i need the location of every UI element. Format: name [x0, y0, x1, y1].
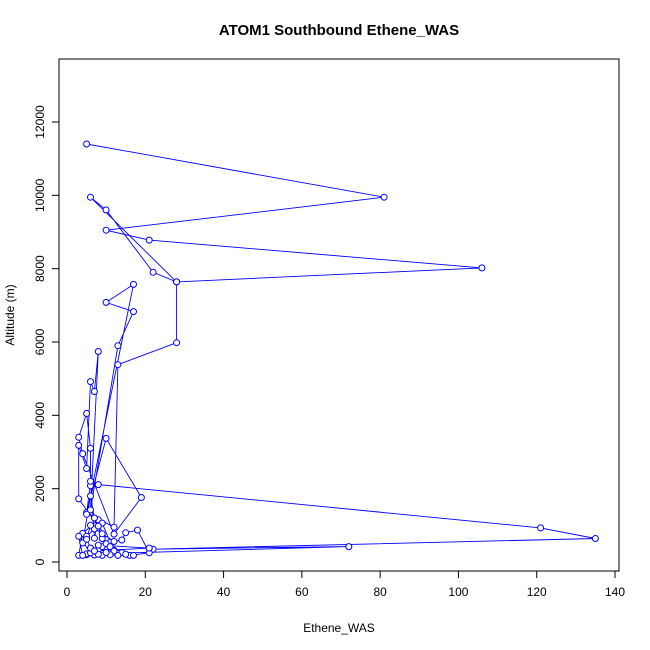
data-point-67: [122, 550, 130, 558]
y-tick-label-4: 8000: [33, 255, 47, 282]
data-point-17: [79, 450, 87, 458]
data-point-33: [94, 348, 102, 355]
data-point-26: [345, 543, 353, 551]
data-point-1: [380, 193, 388, 201]
data-point-79: [106, 543, 114, 551]
data-point-35: [114, 342, 122, 350]
data-point-11: [114, 361, 122, 369]
data-point-12: [110, 523, 118, 531]
data-point-54: [122, 529, 130, 537]
data-point-87: [94, 541, 102, 549]
data-point-15: [137, 494, 145, 501]
chart-title: ATOM1 Southbound Ethene_WAS: [219, 22, 459, 39]
data-point-86: [145, 544, 153, 552]
x-tick-label-6: 120: [527, 585, 547, 599]
data-point-74: [79, 551, 87, 559]
data-point-20: [87, 444, 94, 452]
data-point-2: [102, 226, 110, 234]
data-point-78: [102, 549, 110, 556]
y-tick-label-1: 2000: [33, 475, 47, 502]
data-point-75: [75, 532, 83, 540]
data-point-23: [537, 524, 545, 532]
data-point-28: [75, 495, 83, 503]
x-tick-label-2: 40: [217, 585, 231, 599]
data-point-81: [98, 530, 106, 538]
data-point-3: [145, 236, 153, 244]
data-point-31: [87, 378, 94, 386]
data-point-7: [102, 206, 110, 214]
data-point-37: [102, 298, 110, 306]
x-tick-label-5: 100: [448, 585, 468, 599]
data-point-19: [83, 410, 91, 417]
y-tick-label-6: 12000: [33, 105, 47, 139]
data-point-18: [75, 433, 83, 441]
data-point-0: [83, 140, 91, 148]
data-point-83: [83, 535, 91, 543]
x-tick-label-1: 20: [139, 585, 153, 599]
series-layer: [75, 140, 599, 559]
data-point-30: [83, 465, 91, 472]
data-point-40: [87, 477, 94, 485]
data-point-6: [87, 193, 94, 201]
data-point-55: [118, 536, 126, 544]
series-line-0: [78, 143, 596, 557]
data-point-8: [149, 268, 157, 276]
plot-frame: [58, 58, 620, 572]
x-tick-label-7: 140: [605, 585, 625, 599]
data-point-22: [94, 481, 102, 489]
x-tick-label-3: 60: [295, 585, 309, 599]
data-point-24: [591, 535, 599, 542]
y-tick-label-2: 4000: [33, 402, 47, 429]
data-point-36: [130, 308, 137, 316]
y-axis: 0 2000 4000 6000 8000 10000 12000: [33, 105, 59, 565]
data-point-38: [130, 280, 137, 288]
x-axis-label: Ethene_WAS: [303, 621, 375, 635]
data-point-63: [94, 522, 102, 530]
data-point-61: [87, 492, 94, 500]
data-point-29: [75, 441, 83, 449]
data-point-85: [90, 547, 98, 555]
data-point-14: [102, 434, 110, 442]
y-tick-label-5: 10000: [33, 178, 47, 212]
data-point-9: [173, 278, 181, 286]
x-tick-label-4: 80: [373, 585, 387, 599]
data-point-41: [90, 534, 98, 542]
data-point-69: [114, 551, 122, 559]
data-point-68: [130, 551, 137, 559]
data-point-39: [83, 510, 91, 518]
data-point-16: [110, 530, 118, 538]
y-axis-label: Altitude (m): [3, 284, 17, 345]
data-point-34: [87, 506, 94, 514]
data-point-4: [478, 264, 486, 272]
data-point-82: [87, 521, 94, 529]
data-point-10: [173, 339, 181, 347]
data-point-32: [90, 388, 98, 395]
x-tick-label-0: 0: [64, 585, 71, 599]
x-axis: 0 20 40 60 80 100 120 140: [64, 571, 625, 599]
data-point-62: [90, 514, 98, 522]
y-tick-label-3: 6000: [33, 328, 47, 355]
data-point-53: [134, 526, 141, 534]
y-tick-label-0: 0: [33, 558, 47, 565]
data-point-80: [110, 538, 118, 545]
